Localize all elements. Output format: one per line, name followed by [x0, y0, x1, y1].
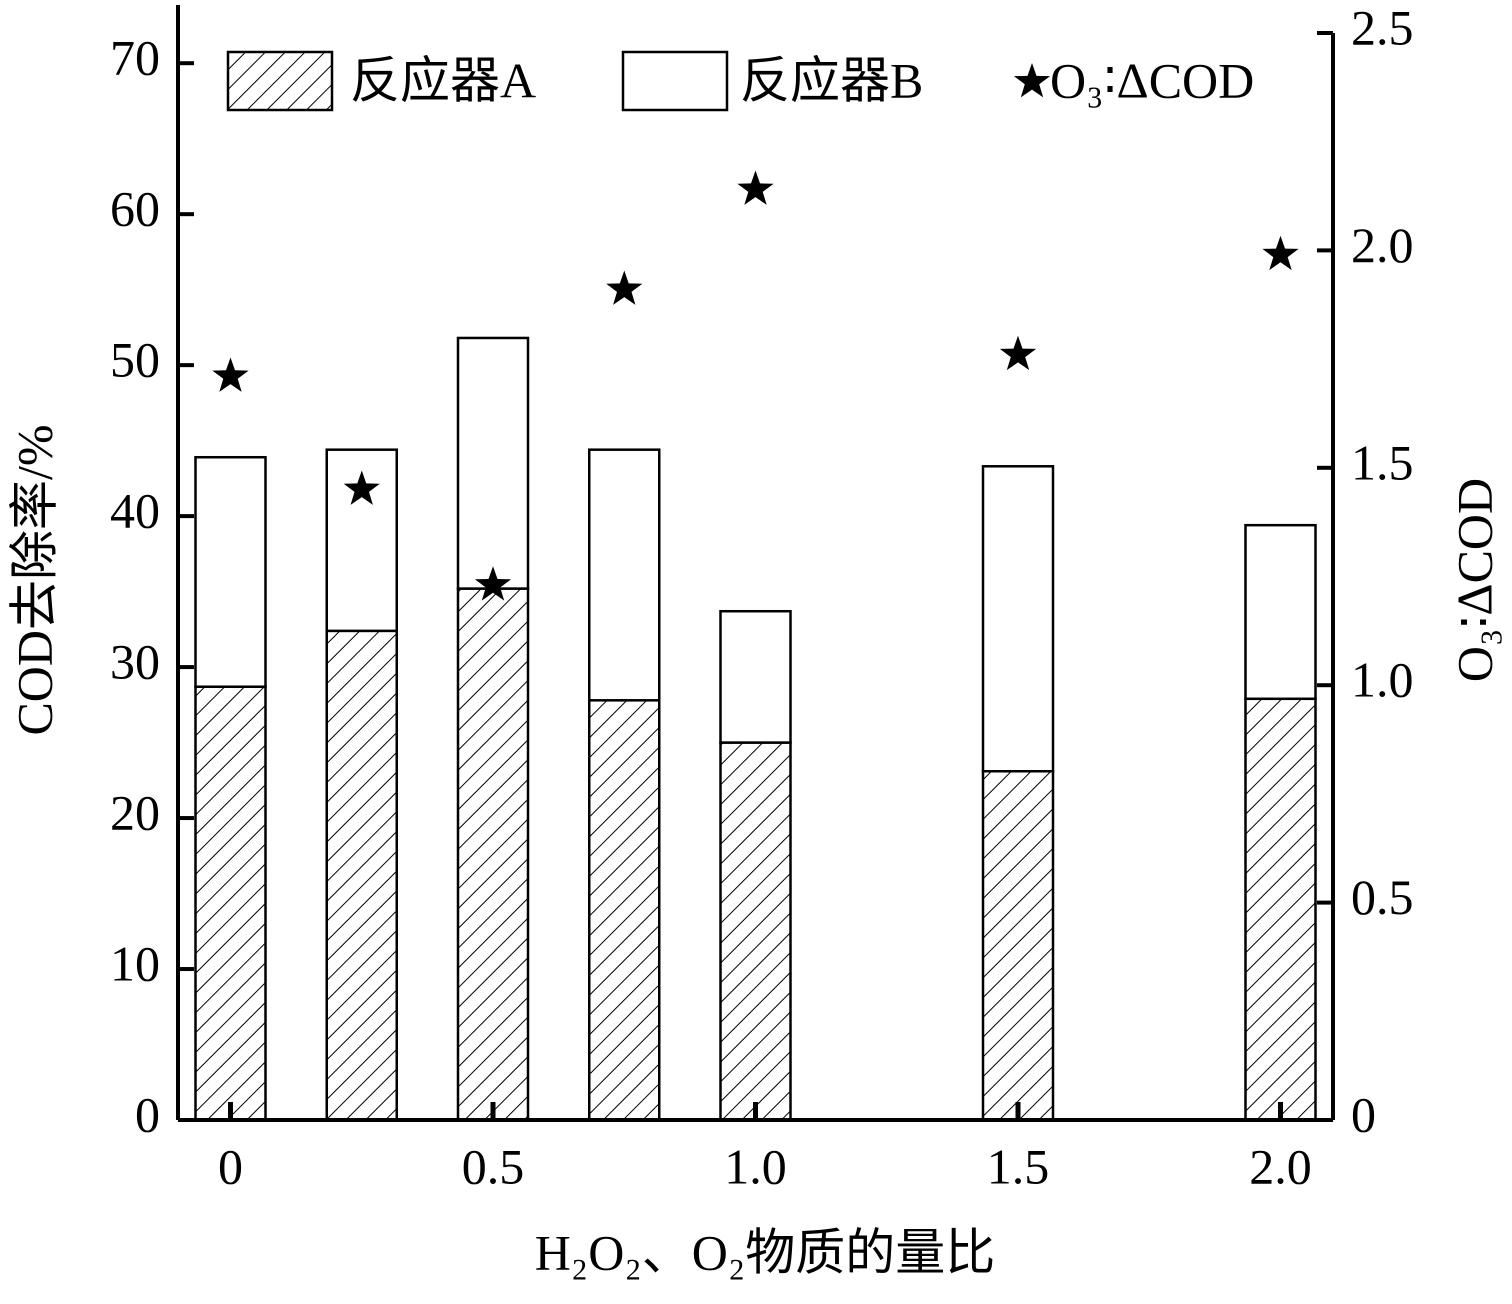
- star-marker: [474, 566, 512, 601]
- bar-segment: [719, 741, 792, 1122]
- star-marker: [999, 335, 1037, 371]
- legend-label: 反应器B: [740, 52, 923, 108]
- x-tick-label: 0.5: [462, 1138, 525, 1194]
- legend-swatch: [226, 50, 334, 112]
- y2-tick-label: 1.5: [1351, 434, 1414, 490]
- bar-segment: [456, 587, 530, 1122]
- y-axis-label: COD去除率/%: [6, 424, 62, 735]
- y-tick-label: 30: [110, 634, 160, 690]
- y-tick-label: 10: [110, 935, 160, 991]
- legend-label: O₃∶ΔCOD: [1050, 52, 1254, 108]
- bar-segment: [719, 609, 792, 744]
- star-marker: [606, 270, 643, 305]
- bar-segment: [194, 455, 267, 688]
- bar-segment: [1244, 523, 1317, 701]
- bar-segment: [981, 465, 1055, 773]
- y-tick-label: 50: [110, 332, 160, 388]
- y-tick-label: 70: [110, 30, 160, 86]
- y2-tick-label: 2.0: [1351, 217, 1414, 273]
- y2-tick-label: 0.5: [1351, 869, 1414, 925]
- y2-tick-label: 1.0: [1351, 652, 1414, 708]
- y-tick-label: 20: [110, 785, 160, 841]
- x-tick-label: 1.0: [724, 1138, 787, 1194]
- y2-tick-label: 0: [1351, 1086, 1376, 1142]
- star-marker: [737, 170, 774, 205]
- y-tick-label: 60: [110, 181, 160, 237]
- bar-segment: [456, 336, 530, 590]
- bar-segment: [325, 629, 398, 1122]
- bar-segment: [1244, 697, 1317, 1122]
- y2-axis-label: O₃∶ΔCOD: [1446, 478, 1502, 682]
- star-marker: [343, 470, 380, 505]
- y2-tick-label: 2.5: [1351, 0, 1414, 55]
- legend-label: 反应器A: [350, 52, 536, 108]
- star-marker: [1262, 235, 1299, 271]
- bar-segment: [588, 699, 661, 1122]
- x-tick-label: 2.0: [1249, 1138, 1312, 1194]
- bar-segment: [981, 770, 1055, 1122]
- legend-swatch: [621, 50, 729, 112]
- x-tick-label: 1.5: [987, 1138, 1050, 1194]
- bar-segment: [194, 685, 267, 1122]
- star-marker: [212, 357, 249, 392]
- legend-swatch: [1013, 63, 1051, 98]
- bar-segment: [588, 448, 661, 702]
- y-tick-label: 0: [135, 1086, 160, 1142]
- x-tick-label: 0: [218, 1138, 243, 1194]
- y-tick-label: 40: [110, 483, 160, 539]
- x-axis-label: H₂O₂、O₂物质的量比: [535, 1224, 996, 1280]
